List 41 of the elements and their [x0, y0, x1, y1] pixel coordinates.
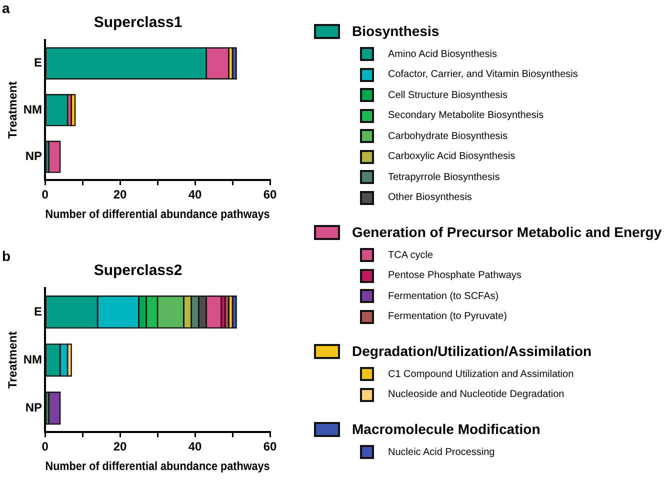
legend-label: Generation of Precursor Metabolic and Energy: [352, 224, 662, 240]
legend-label: C1 Compound Utilization and Assimilation: [388, 368, 574, 380]
legend-label: Nucleic Acid Processing: [388, 446, 495, 458]
legend-label: Carboxylic Acid Biosynthesis: [388, 151, 516, 162]
x-tick-label: 0: [42, 440, 49, 454]
x-axis-title: Number of differential abundance pathways: [45, 208, 270, 222]
y-axis-title: Treatment: [6, 331, 20, 389]
legend-label: TCA cycle: [388, 250, 434, 260]
x-tick-label: 40: [188, 188, 202, 202]
legend-label: Macromolecule Modification: [352, 421, 540, 437]
x-tick-label: 0: [42, 188, 49, 202]
y-axis-title: Treatment: [6, 81, 20, 139]
x-tick-label: 20: [113, 188, 128, 202]
chart-title: Superclass1: [94, 14, 182, 32]
text: a: [2, 0, 10, 16]
x-tick-label: 40: [188, 440, 202, 454]
y-tick-label: NM: [23, 352, 42, 366]
text: b: [2, 248, 11, 264]
x-axis-title: Number of differential abundance pathways: [45, 460, 270, 474]
legend-label: Nucleoside and Nucleotide Degradation: [388, 389, 564, 400]
legend-label: Fermentation (to Pyruvate): [388, 311, 507, 322]
legend-label: Cell Structure Biosynthesis: [388, 90, 508, 100]
legend-label: Carbohydrate Biosynthesis: [388, 130, 508, 142]
x-tick-label: 60: [263, 188, 277, 202]
chart-title: Superclass2: [94, 262, 182, 280]
legend-label: Biosynthesis: [352, 23, 440, 39]
x-tick-label: 60: [263, 440, 277, 454]
legend-label: Tetrapyrrole Biosynthesis: [388, 172, 500, 182]
legend-label: Amino Acid Biosynthesis: [388, 48, 497, 60]
legend-label: Cofactor, Carrier, and Vitamin Biosynthesis: [388, 69, 578, 80]
x-tick-label: 20: [113, 440, 128, 454]
legend-label: Other Biosynthesis: [388, 192, 472, 203]
y-tick-label: NP: [25, 149, 42, 164]
legend-label: Pentose Phosphate Pathways: [388, 270, 522, 281]
legend-label: Fermentation (to SCFAs): [388, 290, 499, 302]
y-tick-label: E: [34, 304, 42, 318]
legend-label: Degradation/Utilization/Assimilation: [352, 343, 592, 359]
y-tick-label: NP: [25, 400, 42, 414]
legend-label: Secondary Metabolite Biosynthesis: [388, 110, 544, 121]
y-tick-label: NM: [23, 102, 42, 116]
y-tick-label: E: [34, 56, 42, 70]
